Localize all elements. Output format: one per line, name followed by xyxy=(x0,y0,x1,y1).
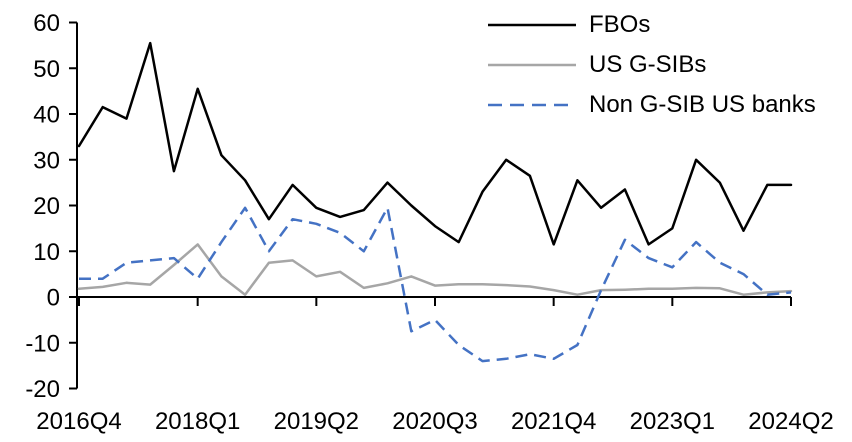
y-tick-label: -10 xyxy=(25,330,60,357)
legend: FBOs US G-SIBs Non G-SIB US banks xyxy=(488,5,816,125)
y-tick-label: 0 xyxy=(47,285,60,312)
non-gsib-line-sample xyxy=(488,103,576,107)
x-axis-labels: 2016Q4 2018Q1 2019Q2 2020Q3 2021Q4 2023Q1 2024… xyxy=(36,408,833,435)
legend-label-non-gsib: Non G-SIB US banks xyxy=(589,91,816,118)
series-lines xyxy=(77,41,793,363)
x-tick-label: 2018Q1 xyxy=(155,408,240,435)
x-tick-label: 2024Q2 xyxy=(748,408,833,435)
legend-item-non-gsib: Non G-SIB US banks xyxy=(488,85,816,125)
y-tick-label: 60 xyxy=(33,10,60,37)
us-gsibs-line-sample xyxy=(488,63,576,67)
x-tick-label: 2023Q1 xyxy=(630,408,715,435)
y-tick-label: 20 xyxy=(33,193,60,220)
legend-label-fbos: FBOs xyxy=(589,11,651,38)
x-tick-label: 2021Q4 xyxy=(511,408,596,435)
legend-label-us-gsibs: US G-SIBs xyxy=(589,51,707,78)
x-tick-label: 2019Q2 xyxy=(274,408,359,435)
legend-item-fbos: FBOs xyxy=(488,5,816,45)
axes xyxy=(69,21,792,390)
y-axis-labels: 60 50 40 30 20 10 0 -10 -20 xyxy=(25,10,60,403)
x-tick-label: 2016Q4 xyxy=(36,408,121,435)
x-tick-label: 2020Q3 xyxy=(392,408,477,435)
y-tick-label: 30 xyxy=(33,147,60,174)
y-tick-label: -20 xyxy=(25,376,60,403)
y-tick-label: 50 xyxy=(33,56,60,83)
series-line-us-g-sibs xyxy=(77,243,793,296)
y-tick-label: 40 xyxy=(33,102,60,129)
fbos-line-sample xyxy=(488,23,576,27)
series-line-non-g-sib-us-banks xyxy=(79,206,792,363)
y-tick-label: 10 xyxy=(33,239,60,266)
series-line-fbos xyxy=(77,41,793,246)
legend-item-us-gsibs: US G-SIBs xyxy=(488,45,816,85)
